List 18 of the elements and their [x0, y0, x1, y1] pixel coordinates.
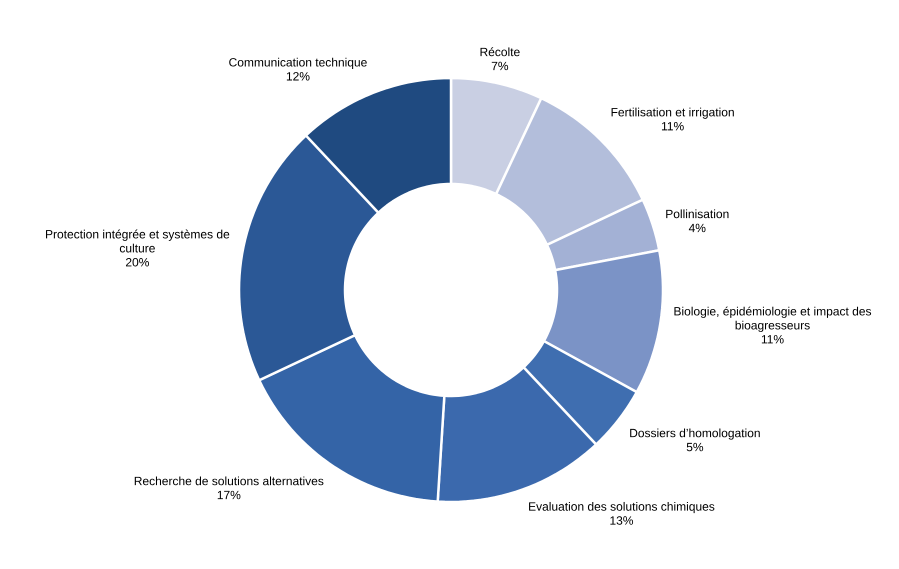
data-label: 20% [126, 258, 149, 266]
data-label: 5% [686, 442, 704, 452]
slice-label: Dossiers d’homologation [630, 428, 760, 440]
data-label: 12% [286, 72, 310, 81]
data-label: 17% [218, 490, 240, 500]
slice-label: Biologie, épidémiologie et impact des bioagresseurs [674, 306, 872, 332]
slice-label: Recherche de solutions alternatives [134, 476, 324, 486]
slice-label: Communication technique [229, 58, 367, 69]
data-label: 11% [762, 335, 784, 344]
slice-label: Fertilisation et irrigation [612, 108, 734, 119]
slice-label: Evaluation des solutions chimiques [529, 502, 714, 514]
slice-label: Protection intégrée et systèmes de culture [46, 230, 230, 252]
slice-label: Pollinisation [666, 209, 728, 218]
data-label: 11% [662, 122, 684, 130]
data-label: 7% [492, 62, 508, 70]
data-label: 4% [688, 224, 706, 232]
slice-label: Récolte [480, 47, 520, 56]
data-label: 13% [610, 516, 634, 525]
